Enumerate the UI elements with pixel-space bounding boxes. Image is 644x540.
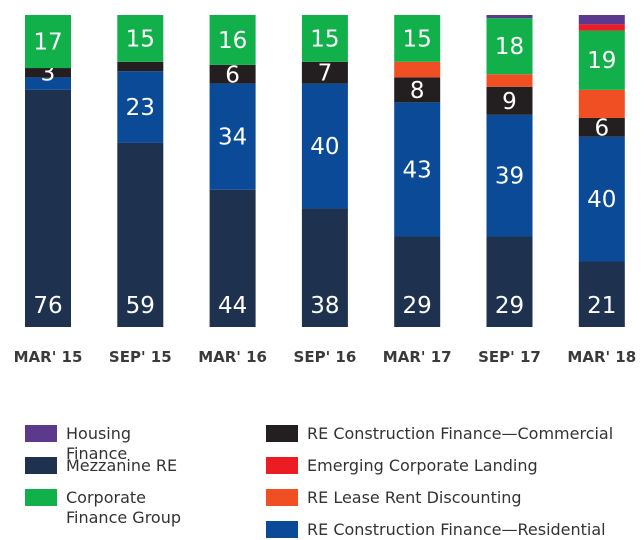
bar-segment xyxy=(486,236,533,327)
bar-segment xyxy=(578,261,625,327)
x-tick-label: MAR' 18 xyxy=(567,348,636,366)
legend-label: RE Lease Rent Discounting xyxy=(307,488,522,507)
legend-swatch xyxy=(266,425,298,442)
legend-item: Housing Finance xyxy=(25,424,191,464)
data-label: 8 xyxy=(410,78,425,104)
bar-segment xyxy=(394,102,441,237)
data-label: 15 xyxy=(310,26,339,52)
bar-segment xyxy=(301,83,348,209)
bar-segment xyxy=(117,15,164,62)
legend-item: RE Lease Rent Discounting xyxy=(266,488,522,508)
data-label: 23 xyxy=(126,95,155,121)
legend-swatch xyxy=(266,457,298,474)
bar-segment xyxy=(486,114,533,237)
bar-segment xyxy=(25,15,71,69)
data-label: 21 xyxy=(587,293,616,319)
legend-swatch xyxy=(25,425,57,442)
legend-item: Mezzanine RE xyxy=(25,456,191,476)
data-label: 39 xyxy=(495,164,524,190)
data-label: 40 xyxy=(310,134,339,160)
data-label: 18 xyxy=(495,34,524,60)
bar-segment xyxy=(394,236,441,327)
bar-segment xyxy=(394,15,441,62)
data-label: 17 xyxy=(33,30,62,56)
bar-segment xyxy=(578,15,625,25)
bar-segment xyxy=(209,83,256,190)
bar-segment xyxy=(209,15,256,65)
data-label: 44 xyxy=(218,293,247,319)
bar-segment xyxy=(25,68,71,78)
bar-segment xyxy=(117,61,164,72)
data-label: 43 xyxy=(403,157,432,183)
bar-segment xyxy=(394,77,441,103)
bar-segment xyxy=(301,15,348,62)
legend-label: RE Construction Finance—Commercial xyxy=(307,424,614,443)
bar-segment xyxy=(117,71,164,143)
data-label: 38 xyxy=(310,293,339,319)
legend-item: Corporate Finance Group xyxy=(25,488,191,528)
bar-segment xyxy=(209,189,256,327)
data-label: 29 xyxy=(495,293,524,319)
legend-swatch xyxy=(266,489,298,506)
data-label: 40 xyxy=(587,187,616,213)
bar-segment xyxy=(486,18,533,75)
data-label: 7 xyxy=(318,61,333,87)
legend-label: Housing Finance xyxy=(66,424,132,463)
x-tick-label: MAR' 17 xyxy=(383,348,452,366)
x-tick-label: MAR' 15 xyxy=(14,348,83,366)
bar-segment xyxy=(578,117,625,137)
data-label: 9 xyxy=(502,89,517,115)
bar-segment xyxy=(25,77,71,90)
bar-segment xyxy=(486,15,533,19)
x-tick-label: SEP' 17 xyxy=(478,348,541,366)
legend-label: Mezzanine RE xyxy=(66,456,178,475)
x-tick-label: SEP' 15 xyxy=(109,348,172,366)
data-label: 15 xyxy=(126,26,155,52)
bar-segment xyxy=(578,136,625,262)
legend-item: RE Construction Finance—Commercial xyxy=(266,424,613,444)
data-label: 76 xyxy=(33,293,62,319)
bar-segment xyxy=(209,64,256,84)
bar-segment xyxy=(578,24,625,31)
bar-segment xyxy=(486,86,533,115)
bar-segment xyxy=(486,74,533,87)
legend-swatch xyxy=(25,489,57,506)
data-label: 29 xyxy=(403,293,432,319)
x-tick-label: SEP' 16 xyxy=(294,348,357,366)
legend-item: RE Construction Finance—Residential xyxy=(266,520,606,540)
bar-segment xyxy=(394,61,441,78)
bar-segment xyxy=(25,89,71,327)
legend-label: Corporate Finance Group xyxy=(66,488,182,527)
data-label: 16 xyxy=(218,28,247,54)
legend-item: Emerging Corporate Landing xyxy=(266,456,538,476)
bar-segment xyxy=(578,89,625,118)
bar-segment xyxy=(578,30,625,90)
data-label: 6 xyxy=(225,62,240,88)
bar-segment xyxy=(301,61,348,84)
legend-label: RE Construction Finance—Residential xyxy=(307,520,606,539)
legend-label: Emerging Corporate Landing xyxy=(307,456,538,475)
legend-swatch xyxy=(266,521,298,538)
bar-segment xyxy=(301,208,348,327)
legend-swatch xyxy=(25,457,57,474)
data-label: 15 xyxy=(403,26,432,52)
data-label: 34 xyxy=(218,125,247,151)
data-label: 59 xyxy=(126,293,155,319)
x-tick-label: MAR' 16 xyxy=(198,348,267,366)
data-label: 6 xyxy=(594,115,609,141)
data-label: 19 xyxy=(587,48,616,74)
bar-segment xyxy=(117,142,164,327)
